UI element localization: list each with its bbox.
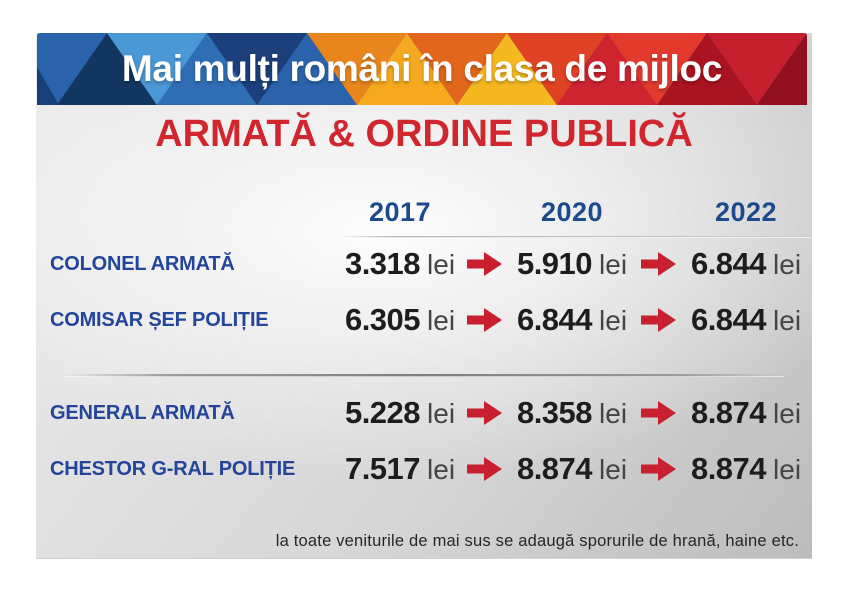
salary-value: 7.517 <box>344 451 421 486</box>
row-label: COMISAR ȘEF POLIȚIE <box>50 308 269 331</box>
currency-unit: lei <box>773 249 802 280</box>
arrow-right-icon <box>641 457 676 481</box>
row-label: CHESTOR G-RAL POLIȚIE <box>50 457 296 480</box>
salary-value: 6.844 <box>516 302 593 337</box>
salary-value: 5.228 <box>344 395 421 430</box>
divider <box>64 374 784 377</box>
row-label: GENERAL ARMATĂ <box>50 401 235 424</box>
currency-unit: lei <box>427 249 456 280</box>
table-row: COLONEL ARMATĂ 3.318 lei 5.910 lei <box>36 236 812 292</box>
arrow-right-icon <box>467 401 502 425</box>
arrow-right-icon <box>641 308 676 332</box>
salary-table: 2017 2020 2022 COLONEL ARMATĂ 3.318 lei <box>36 188 812 500</box>
currency-unit: lei <box>599 454 628 485</box>
year-header-2017: 2017 <box>368 196 432 227</box>
row-label: COLONEL ARMATĂ <box>50 252 235 275</box>
value-cell: 6.305 lei <box>336 302 464 338</box>
currency-unit: lei <box>773 398 802 429</box>
currency-unit: lei <box>427 454 456 485</box>
value-cell: 5.228 lei <box>336 395 464 431</box>
table-row: CHESTOR G-RAL POLIȚIE 7.517 lei 8.874 le… <box>36 438 812 500</box>
currency-unit: lei <box>599 249 628 280</box>
value-cell: 6.844 lei <box>506 302 638 338</box>
salary-value: 3.318 <box>344 246 421 281</box>
group-separator <box>36 348 812 388</box>
arrow-right-icon <box>641 401 676 425</box>
banner-title: Mai mulți români în clasa de mijloc <box>121 48 723 89</box>
salary-value: 8.874 <box>690 395 767 430</box>
year-header-2022: 2022 <box>714 196 778 227</box>
year-header-2020: 2020 <box>540 196 604 227</box>
footnote: la toate veniturile de mai sus se adaugă… <box>275 532 799 550</box>
value-cell: 8.874 lei <box>680 395 812 431</box>
currency-unit: lei <box>599 305 628 336</box>
value-cell: 3.318 lei <box>336 246 464 282</box>
salary-value: 6.844 <box>690 302 767 337</box>
value-cell: 8.874 lei <box>680 451 812 487</box>
arrow-right-icon <box>467 457 502 481</box>
arrow-right-icon <box>467 252 502 276</box>
value-cell: 7.517 lei <box>336 451 464 487</box>
header-banner: Mai mulți români în clasa de mijloc <box>37 33 807 105</box>
section-title: ARMATĂ & ORDINE PUBLICĂ <box>155 113 693 155</box>
arrow-right-icon <box>467 308 502 332</box>
currency-unit: lei <box>773 454 802 485</box>
salary-value: 8.874 <box>516 451 593 486</box>
value-cell: 5.910 lei <box>506 246 638 282</box>
salary-value: 5.910 <box>516 246 593 281</box>
currency-unit: lei <box>427 305 456 336</box>
content-panel: Mai mulți români în clasa de mijloc ARMA… <box>36 33 812 558</box>
value-cell: 6.844 lei <box>680 302 812 338</box>
value-cell: 8.874 lei <box>506 451 638 487</box>
currency-unit: lei <box>599 398 628 429</box>
salary-value: 6.305 <box>344 302 421 337</box>
banner-polygon-background-icon <box>37 33 807 105</box>
salary-value: 6.844 <box>690 246 767 281</box>
year-header-row: 2017 2020 2022 <box>36 188 812 236</box>
table-row: COMISAR ȘEF POLIȚIE 6.305 lei 6.844 lei <box>36 292 812 348</box>
divider <box>336 236 812 238</box>
arrow-right-icon <box>641 252 676 276</box>
value-cell: 6.844 lei <box>680 246 812 282</box>
salary-value: 8.874 <box>690 451 767 486</box>
currency-unit: lei <box>773 305 802 336</box>
salary-value: 8.358 <box>516 395 593 430</box>
currency-unit: lei <box>427 398 456 429</box>
table-row: GENERAL ARMATĂ 5.228 lei 8.358 lei <box>36 388 812 438</box>
value-cell: 8.358 lei <box>506 395 638 431</box>
